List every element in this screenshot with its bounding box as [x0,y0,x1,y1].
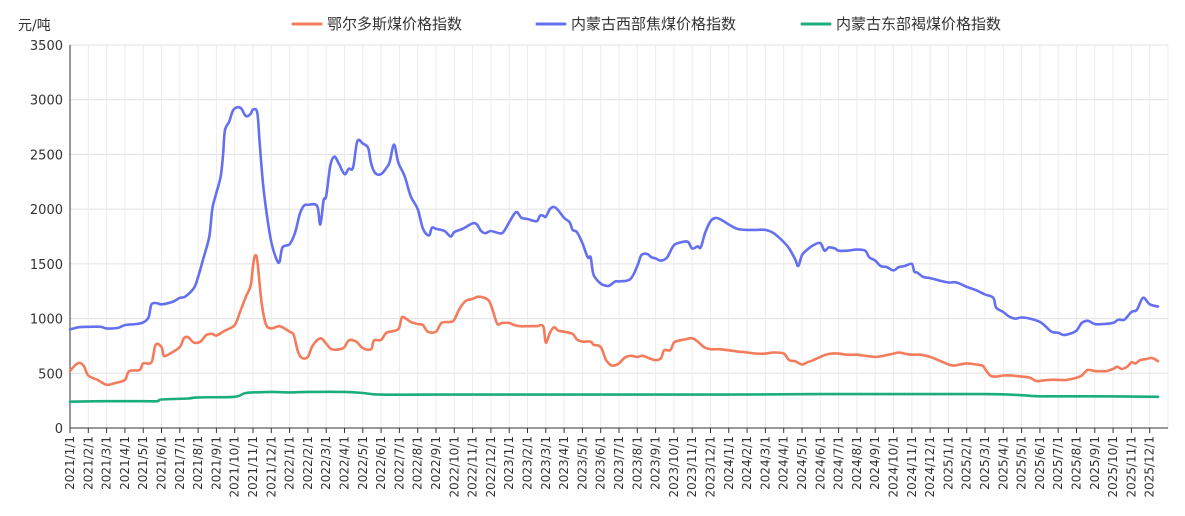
x-tick-label: 2024/11/1 [905,436,919,498]
x-tick-label: 2021/3/1 [100,436,114,490]
y-tick-label: 0 [55,422,63,437]
x-tick-label: 2022/3/1 [319,436,333,490]
x-tick-label: 2023/9/1 [649,436,663,490]
x-tick-label: 2022/9/1 [429,436,443,490]
x-tick-label: 2023/4/1 [557,436,571,490]
x-tick-label: 2023/12/1 [704,436,718,498]
x-tick-label: 2021/7/1 [173,436,187,490]
x-tick-label: 2021/2/1 [81,436,95,490]
x-tick-label: 2025/10/1 [1106,436,1120,498]
x-tick-label: 2023/2/1 [521,436,535,490]
x-tick-label: 2021/12/1 [264,436,278,498]
x-tick-label: 2024/6/1 [813,436,827,490]
x-tick-label: 2024/3/1 [758,436,772,490]
y-axis: 0 500 1000 1500 2000 2500 3000 3500 [30,39,71,437]
x-tick-label: 2024/4/1 [777,436,791,490]
y-axis-unit: 元/吨 [18,18,51,34]
x-tick-label: 2023/8/1 [630,436,644,490]
x-tick-label: 2023/3/1 [539,436,553,490]
x-tick-label: 2022/8/1 [411,436,425,490]
x-tick-label: 2023/5/1 [575,436,589,490]
x-tick-label: 2021/6/1 [155,436,169,490]
x-tick-label: 2025/1/1 [941,436,955,490]
grid [69,44,1169,429]
x-tick-label: 2022/7/1 [392,436,406,490]
x-tick-label: 2023/6/1 [594,436,608,490]
x-tick-label: 2021/5/1 [136,436,150,490]
x-tick-label: 2021/11/1 [246,436,260,498]
x-tick-label: 2022/12/1 [484,436,498,498]
legend-item-3[interactable]: 内蒙古东部褐煤价格指数 [800,15,1001,33]
x-tick-label: 2024/12/1 [923,436,937,498]
x-tick-label: 2022/6/1 [374,436,388,490]
x-tick-label: 2025/3/1 [978,436,992,490]
x-tick-label: 2025/2/1 [960,436,974,490]
x-tick-label: 2024/2/1 [740,436,754,490]
x-tick-label: 2022/11/1 [466,436,480,498]
series-line-2 [68,105,1160,337]
legend-label: 内蒙古东部褐煤价格指数 [836,15,1001,33]
x-tick-label: 2022/2/1 [301,436,315,490]
series-line-1 [68,253,1160,387]
x-tick-label: 2024/1/1 [722,436,736,490]
x-tick-label: 2024/5/1 [795,436,809,490]
y-tick-label: 1500 [30,258,63,273]
x-tick-label: 2021/9/1 [209,436,223,490]
x-tick-label: 2022/10/1 [447,436,461,498]
x-tick-label: 2024/9/1 [868,436,882,490]
legend-label: 鄂尔多斯煤价格指数 [327,15,462,33]
x-tick-label: 2025/5/1 [1015,436,1029,490]
y-tick-label: 3500 [30,39,63,54]
x-tick-label: 2023/11/1 [685,436,699,498]
x-tick-label: 2025/6/1 [1033,436,1047,490]
series-layer [68,105,1160,403]
x-tick-label: 2023/1/1 [502,436,516,490]
x-tick-label: 2023/10/1 [667,436,681,498]
x-tick-label: 2021/4/1 [118,436,132,490]
legend-label: 内蒙古西部焦煤价格指数 [571,15,736,33]
x-tick-label: 2025/9/1 [1088,436,1102,490]
x-tick-label: 2025/8/1 [1070,436,1084,490]
x-tick-label: 2022/1/1 [283,436,297,490]
x-tick-label: 2025/12/1 [1143,436,1157,498]
y-tick-label: 2000 [30,203,63,218]
y-tick-label: 500 [38,367,63,382]
x-tick-label: 2024/8/1 [850,436,864,490]
x-tick-label: 2022/5/1 [356,436,370,490]
x-tick-label: 2024/10/1 [887,436,901,498]
x-tick-label: 2025/7/1 [1051,436,1065,490]
y-tick-label: 2500 [30,148,63,163]
x-tick-label: 2025/11/1 [1124,436,1138,498]
x-tick-label: 2021/10/1 [228,436,242,498]
x-axis: 2021/1/1 2021/2/1 2021/3/1 2021/4/1 2021/5/1… [63,427,1168,498]
x-tick-label: 2023/7/1 [612,436,626,490]
x-tick-label: 2022/4/1 [338,436,352,490]
y-tick-label: 1000 [30,313,63,328]
x-tick-label: 2021/8/1 [191,436,205,490]
x-tick-label: 2024/7/1 [832,436,846,490]
legend-item-1[interactable]: 鄂尔多斯煤价格指数 [291,15,462,33]
series-line-3 [68,390,1160,403]
x-tick-label: 2025/4/1 [996,436,1010,490]
legend: 鄂尔多斯煤价格指数 内蒙古西部焦煤价格指数 内蒙古东部褐煤价格指数 [291,15,1001,33]
x-tick-label: 2021/1/1 [63,436,77,490]
y-tick-label: 3000 [30,94,63,109]
legend-item-2[interactable]: 内蒙古西部焦煤价格指数 [535,15,736,33]
